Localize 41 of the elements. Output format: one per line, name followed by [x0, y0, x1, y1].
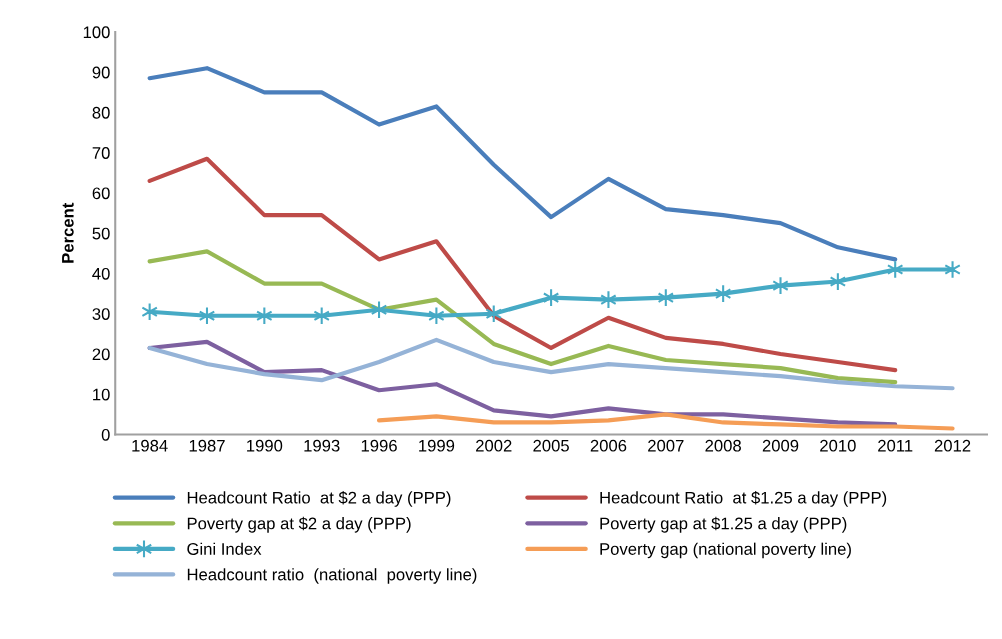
y-tick-label: 70	[92, 147, 110, 159]
legend-label: Headcount Ratio at $1.25 a day (PPP)	[600, 491, 887, 507]
line-series	[147, 156, 898, 373]
line-series	[147, 337, 955, 391]
x-tick-label: 2009	[762, 439, 799, 452]
x-tick-label: 2005	[533, 439, 569, 452]
y-axis-title: Percent	[62, 202, 74, 263]
y-tick-label: 30	[92, 308, 110, 320]
x-tick-label: 2010	[820, 439, 856, 452]
point	[141, 302, 158, 322]
legend-label: Poverty gap at $2 a day (PPP)	[187, 516, 411, 533]
y-tick-label: 60	[92, 187, 110, 200]
x-tick-label: 1984	[132, 439, 168, 452]
legend-label: Poverty gap at $1.25 a day (PPP)	[600, 516, 847, 533]
y-tick-label: 20	[92, 348, 110, 361]
x-tick-label: 2012	[934, 439, 971, 452]
y-tick-label: 100	[83, 26, 110, 39]
y-tick-label: 10	[93, 388, 110, 401]
x-tick-label: 2007	[648, 439, 684, 452]
legend-label: Headcount Ratio at $2 a day (PPP)	[187, 491, 451, 507]
x-tick-label: 1996	[361, 439, 397, 452]
y-tick-label: 90	[92, 66, 110, 79]
point	[772, 276, 789, 295]
x-tick-label: 1990	[247, 439, 283, 452]
x-tick-label: 1993	[304, 439, 340, 452]
y-tick-label: 0	[101, 428, 110, 441]
y-tick-label: 50	[92, 227, 110, 240]
line-series	[147, 249, 898, 385]
x-tick-label: 2011	[878, 439, 913, 452]
x-tick-label: 1987	[189, 439, 225, 452]
legend-label: Headcount ratio (national poverty line)	[187, 568, 477, 584]
y-tick-label: 40	[92, 267, 110, 280]
y-tick-label: 80	[92, 106, 110, 119]
legend-label: Poverty gap (national poverty line)	[600, 542, 851, 559]
legend-label: Gini Index	[187, 542, 262, 555]
x-tick-label: 2008	[705, 439, 741, 452]
x-tick-label: 2006	[590, 439, 627, 452]
line-series	[376, 412, 955, 431]
point	[256, 306, 273, 326]
x-tick-label: 1999	[419, 439, 455, 452]
x-tick-label: 2002	[476, 439, 512, 452]
